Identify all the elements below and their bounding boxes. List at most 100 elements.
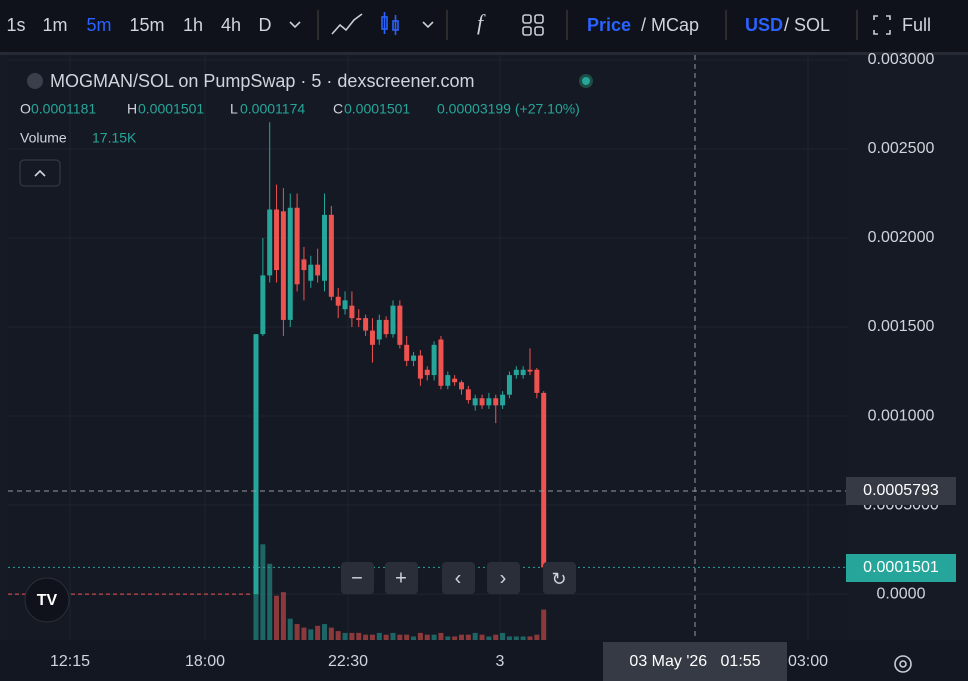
zoom-out-icon: − — [351, 567, 363, 589]
interval-button[interactable]: 5m — [86, 15, 111, 35]
candle-body — [397, 305, 403, 345]
y-tick-label: 0.001500 — [868, 318, 935, 335]
zoom-out[interactable] — [341, 562, 374, 594]
y-tick-label: 0.002000 — [868, 229, 935, 246]
volume-value: 17.15K — [92, 130, 137, 146]
candle-body — [267, 209, 273, 276]
interval-button[interactable]: D — [259, 15, 272, 35]
candle-body — [356, 318, 362, 320]
full-button[interactable]: Full — [902, 15, 931, 35]
volume-bar — [452, 636, 458, 640]
y-tick-label: 0.0000 — [877, 585, 926, 602]
candle-body — [260, 275, 266, 335]
o-label: O — [20, 101, 31, 117]
volume-bar — [493, 634, 499, 640]
volume-bar — [404, 634, 410, 640]
volume-bar — [486, 636, 492, 640]
volume-bar — [513, 636, 519, 640]
h-value: 0.0001501 — [138, 101, 204, 117]
y-tick-label: 0.002500 — [868, 140, 935, 157]
volume-label: Volume — [20, 130, 67, 146]
time-axis — [0, 640, 968, 681]
volume-bar — [294, 624, 300, 640]
volume-bar — [534, 634, 540, 640]
crosshair-price: 0.0005793 — [863, 482, 939, 499]
reset-icon: ↻ — [551, 569, 566, 589]
candle-body — [541, 392, 547, 568]
candle-body — [527, 369, 533, 372]
volume-bar — [438, 632, 444, 640]
candle-body — [506, 375, 512, 395]
candle-icon[interactable] — [381, 12, 399, 35]
x-tick-label: 3 — [496, 653, 505, 670]
volume-bar — [322, 624, 327, 640]
mcap-toggle[interactable]: / MCap — [641, 15, 699, 35]
interval-button[interactable]: 1m — [42, 15, 67, 35]
interval-button[interactable]: 15m — [129, 15, 164, 35]
candle-body — [493, 398, 499, 406]
y-tick-label: 0.001000 — [868, 407, 935, 424]
status-dot — [582, 77, 590, 85]
scroll-left[interactable] — [442, 562, 475, 594]
line-icon[interactable] — [331, 13, 363, 35]
settings-icon-core — [899, 660, 907, 668]
volume-bar — [500, 632, 506, 640]
volume-bar — [274, 595, 280, 640]
interval-button[interactable]: 1h — [183, 15, 203, 35]
settings-icon[interactable] — [894, 655, 912, 673]
volume-bar — [459, 634, 464, 640]
fx-button[interactable]: f — [477, 10, 486, 35]
sol-toggle[interactable]: / SOL — [784, 15, 830, 35]
candle-body — [424, 369, 430, 376]
candle-body — [274, 209, 280, 271]
candle-body — [253, 334, 259, 595]
volume-bar — [479, 634, 485, 640]
candle-body — [445, 375, 451, 386]
candle-body — [322, 214, 327, 281]
x-tick-label: 22:30 — [328, 653, 368, 670]
plot-area — [8, 55, 848, 640]
grid-icon[interactable] — [522, 14, 544, 36]
volume-bar — [328, 627, 334, 640]
reset[interactable] — [543, 562, 576, 594]
volume-bar — [342, 632, 348, 640]
candle-body — [342, 300, 348, 310]
volume-bar — [349, 632, 355, 640]
tv-logo[interactable] — [24, 577, 70, 623]
candle-body — [301, 259, 307, 271]
candle-body — [315, 264, 321, 276]
candle-body — [417, 355, 423, 379]
interval-button[interactable]: 4h — [221, 15, 241, 35]
collapse-button[interactable] — [19, 159, 61, 187]
candle-body — [411, 355, 417, 361]
full-icon[interactable] — [873, 15, 891, 35]
volume-bar — [376, 632, 382, 640]
volume-bar — [335, 631, 341, 640]
price-toggle[interactable]: Price — [587, 15, 631, 35]
candle-body — [513, 369, 519, 376]
volume-bar — [527, 636, 533, 640]
volume-bar — [417, 632, 423, 640]
volume-bar — [308, 629, 314, 640]
scroll-right[interactable] — [487, 562, 520, 594]
toolbar-border — [0, 52, 968, 55]
c-value: 0.0001501 — [344, 101, 410, 117]
c-label: C — [333, 101, 343, 117]
chevron[interactable] — [422, 21, 434, 29]
candle-body — [335, 296, 341, 306]
crosshair-time: 03 May '26 01:55 — [629, 653, 760, 670]
zoom-in[interactable] — [385, 562, 418, 594]
usd-toggle[interactable]: USD — [745, 15, 783, 35]
volume-bar — [383, 634, 389, 640]
volume-bar — [301, 627, 307, 640]
last-price-box — [846, 554, 956, 582]
scroll-left-icon: ‹ — [455, 567, 462, 589]
interval-button[interactable]: 1s — [6, 15, 25, 35]
toolbar — [0, 0, 968, 52]
volume-bar — [267, 563, 273, 640]
crosshair-time-box — [603, 642, 787, 681]
nav-buttons: − + ‹ › ↻ — [341, 562, 576, 594]
volume-bar — [520, 636, 526, 640]
chevron[interactable] — [289, 21, 301, 29]
